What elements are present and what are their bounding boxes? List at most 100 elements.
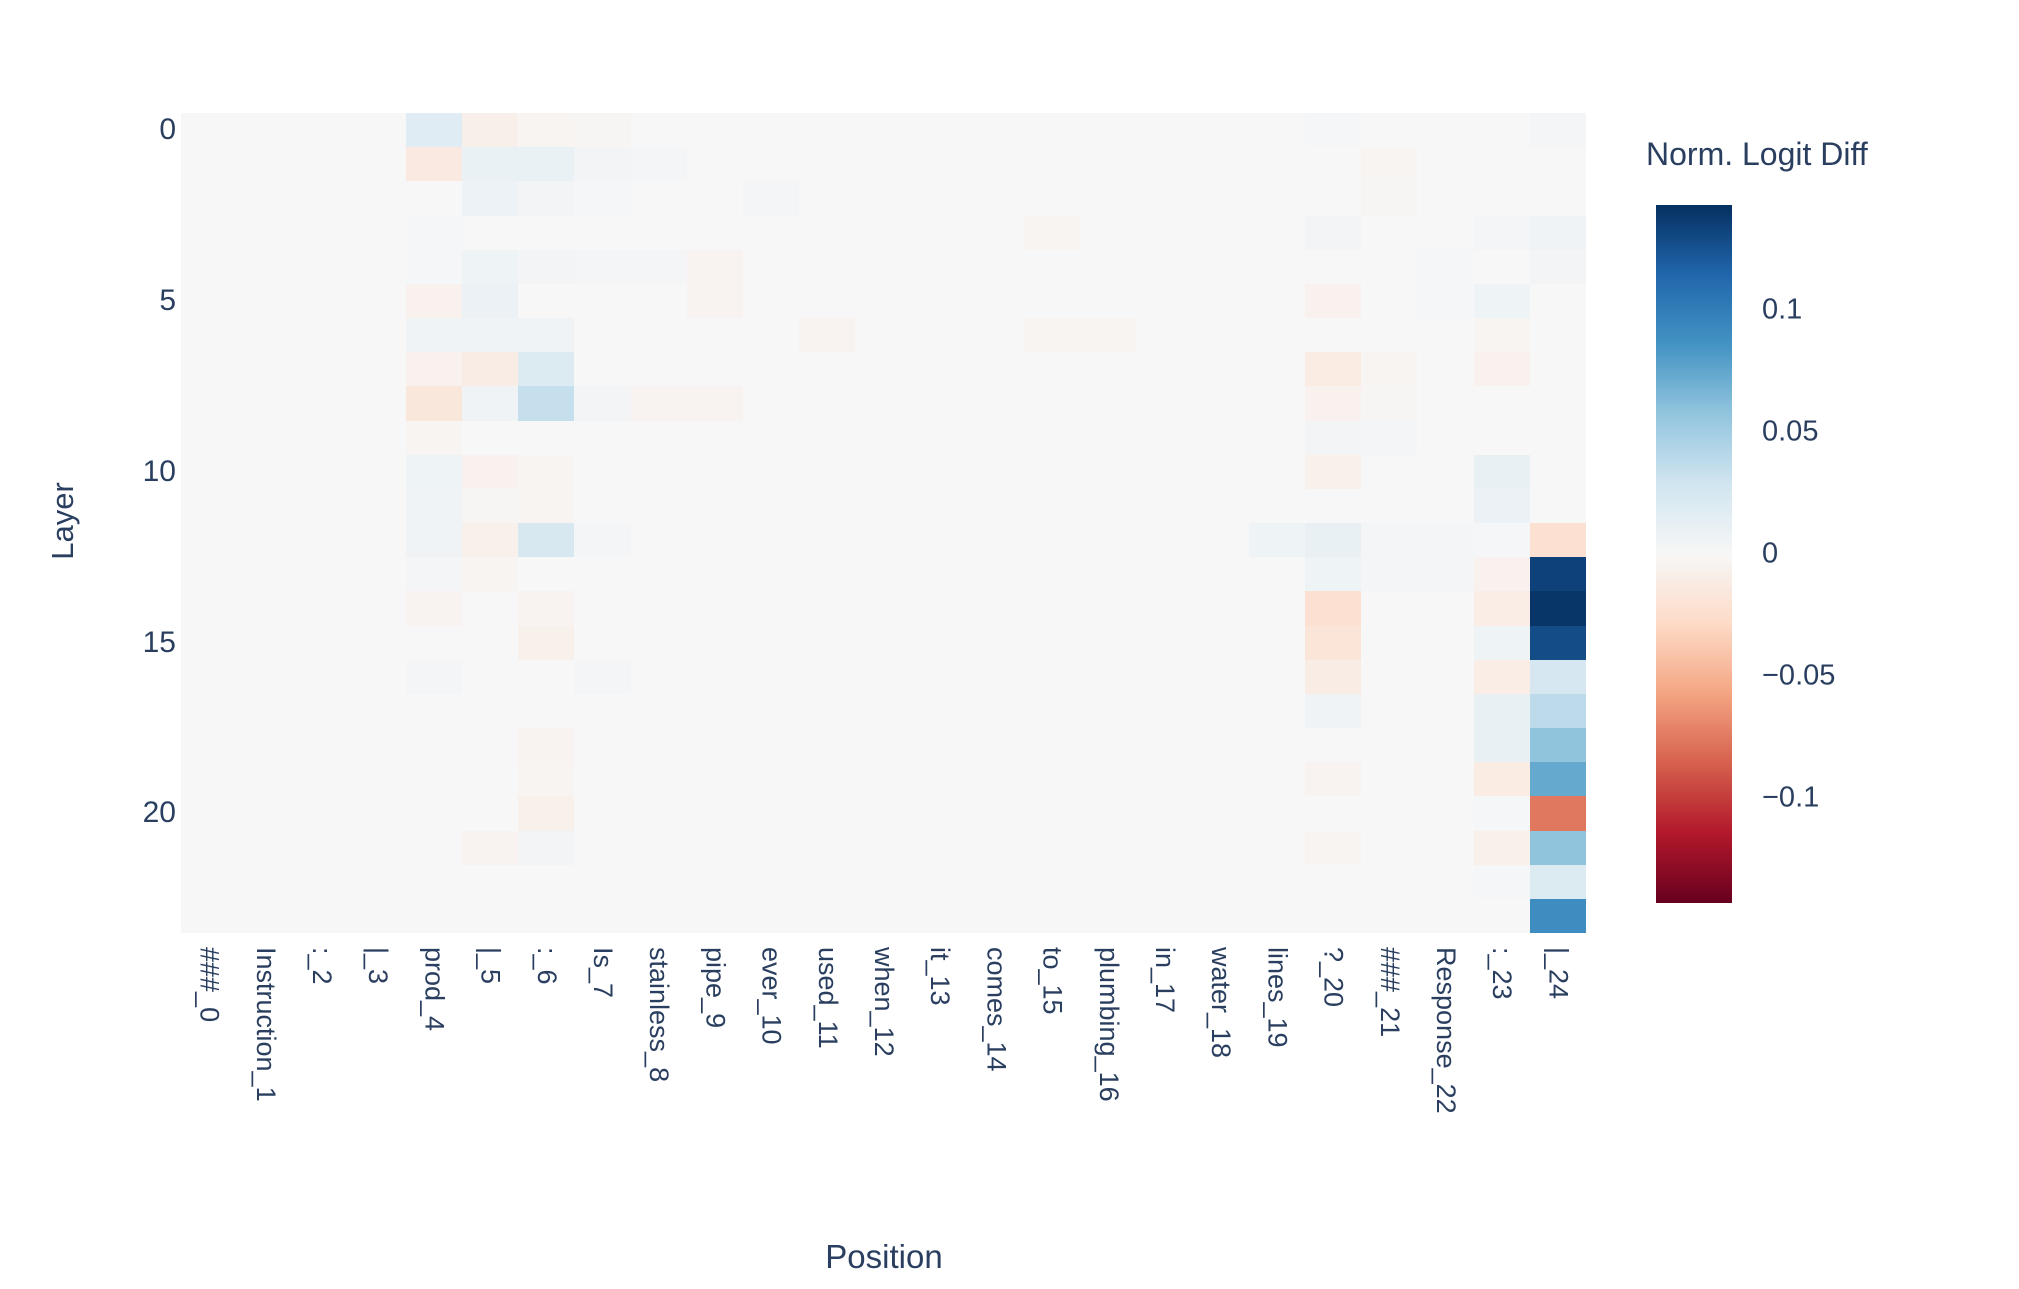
x-tick-label: |_24 <box>1543 947 1574 1000</box>
heatmap-cell <box>1248 420 1305 455</box>
heatmap-cell <box>1417 352 1474 387</box>
heatmap-cell <box>1192 762 1249 797</box>
heatmap-cell <box>293 557 350 592</box>
heatmap-cell <box>855 181 912 216</box>
heatmap-cell <box>1024 591 1081 626</box>
heatmap-cell <box>967 318 1024 353</box>
heatmap-cell <box>405 693 462 728</box>
x-tick-label: prod_4 <box>419 947 450 1032</box>
heatmap-cell <box>799 625 856 660</box>
x-tick-label: plumbing_16 <box>1093 947 1124 1102</box>
heatmap-cell <box>293 181 350 216</box>
heatmap-cell <box>293 625 350 660</box>
heatmap-cell <box>967 523 1024 558</box>
heatmap-cell <box>405 386 462 421</box>
heatmap-cell <box>686 693 743 728</box>
heatmap-cell <box>1136 215 1193 250</box>
heatmap-cell <box>743 113 800 148</box>
heatmap-cell <box>349 283 406 318</box>
x-tick-label: Response_22 <box>1431 947 1461 1114</box>
heatmap-cell <box>574 591 631 626</box>
x-tick-label: ever_10 <box>756 947 787 1045</box>
heatmap-cell <box>743 181 800 216</box>
y-tick-label: 0 <box>159 113 176 147</box>
heatmap-cell <box>1417 318 1474 353</box>
heatmap-cell <box>1136 181 1193 216</box>
heatmap-cell <box>1473 215 1530 250</box>
heatmap-cell <box>574 693 631 728</box>
x-tick-label: it_13 <box>925 947 956 1006</box>
heatmap-cell <box>686 318 743 353</box>
heatmap-cell <box>967 147 1024 182</box>
heatmap-cell <box>462 352 519 387</box>
heatmap-cell <box>462 523 519 558</box>
x-tick-label: |_5 <box>475 947 506 985</box>
heatmap-cell <box>686 625 743 660</box>
y-tick-label: 10 <box>142 454 176 488</box>
heatmap-cell <box>911 318 968 353</box>
heatmap-cell <box>1361 318 1418 353</box>
heatmap-cell <box>1529 454 1586 489</box>
heatmap-canvas[interactable] <box>181 113 1586 933</box>
heatmap-cell <box>743 147 800 182</box>
heatmap-cell <box>1417 283 1474 318</box>
x-tick-label: :_2 <box>307 947 337 985</box>
heatmap-cell <box>686 898 743 933</box>
heatmap-cell <box>574 796 631 831</box>
heatmap-cell <box>1248 113 1305 148</box>
heatmap-cell <box>349 249 406 284</box>
heatmap-cell <box>1192 591 1249 626</box>
heatmap-cell <box>967 420 1024 455</box>
heatmap-cell <box>574 249 631 284</box>
heatmap-cell <box>1248 454 1305 489</box>
heatmap-cell <box>574 864 631 899</box>
heatmap-cell <box>1361 386 1418 421</box>
heatmap-cell <box>799 147 856 182</box>
colorbar-title: Norm. Logit Diff <box>1646 136 1868 172</box>
heatmap-cell <box>349 796 406 831</box>
colorbar-tick-label: 0.1 <box>1762 293 1803 326</box>
heatmap-cell <box>1305 113 1362 148</box>
heatmap-cell <box>1024 830 1081 865</box>
heatmap-cell <box>967 898 1024 933</box>
heatmap-cell <box>799 352 856 387</box>
heatmap-cell <box>743 352 800 387</box>
heatmap-cell <box>518 830 575 865</box>
heatmap-cell <box>1248 557 1305 592</box>
heatmap-cell <box>630 488 687 523</box>
heatmap-cell <box>349 488 406 523</box>
heatmap-cell <box>1305 454 1362 489</box>
heatmap-cell <box>686 113 743 148</box>
heatmap-cell <box>462 249 519 284</box>
heatmap-cell <box>1305 249 1362 284</box>
heatmap-cell <box>574 625 631 660</box>
heatmap-cell <box>237 386 294 421</box>
heatmap-cell <box>911 215 968 250</box>
heatmap-cell <box>1136 488 1193 523</box>
heatmap-cell <box>518 283 575 318</box>
heatmap-cell <box>1024 523 1081 558</box>
heatmap-cell <box>1361 830 1418 865</box>
heatmap-cell <box>1192 249 1249 284</box>
heatmap-cell <box>237 557 294 592</box>
heatmap-cell <box>1473 386 1530 421</box>
heatmap-cell <box>1473 830 1530 865</box>
heatmap-cell <box>181 830 238 865</box>
heatmap-cell <box>1192 420 1249 455</box>
heatmap-cell <box>630 659 687 694</box>
heatmap-cell <box>1529 728 1586 763</box>
heatmap-cell <box>1192 864 1249 899</box>
heatmap-cell <box>405 762 462 797</box>
heatmap-cell <box>1248 386 1305 421</box>
heatmap-cell <box>967 830 1024 865</box>
heatmap-cell <box>1080 249 1137 284</box>
heatmap-cell <box>1080 830 1137 865</box>
x-tick-label: when_12 <box>869 947 899 1057</box>
heatmap-cell <box>1080 352 1137 387</box>
heatmap-cell <box>1417 386 1474 421</box>
heatmap-cell <box>1305 147 1362 182</box>
heatmap-cell <box>462 659 519 694</box>
heatmap-cell <box>349 693 406 728</box>
x-tick-label: :_6 <box>531 947 562 985</box>
